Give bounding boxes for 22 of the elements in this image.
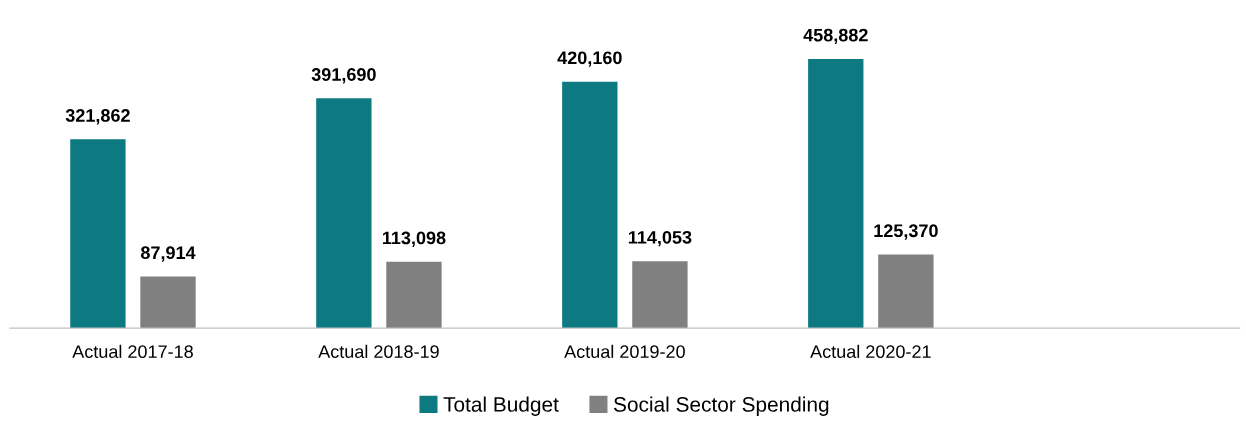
bar [140, 276, 196, 329]
data-label: 391,690 [311, 68, 376, 84]
x-tick-label: Actual 2017-18 [72, 344, 193, 359]
legend-label: Social Sector Spending [613, 396, 829, 416]
data-label: 113,098 [382, 231, 446, 247]
x-tick-label: Actual 2019-20 [564, 344, 685, 359]
bar [562, 81, 618, 329]
legend-label: Total Budget [443, 396, 559, 416]
x-tick-label: Actual 2018-19 [318, 344, 439, 359]
data-label: 420,160 [557, 51, 622, 67]
bar [632, 261, 688, 329]
data-label: 114,053 [628, 230, 692, 247]
x-tick-label: Actual 2020-21 [810, 344, 931, 359]
bar [70, 139, 126, 329]
data-label: 458,882 [803, 28, 868, 45]
data-label: 321,862 [65, 109, 130, 125]
bar [316, 98, 372, 329]
data-label: 125,370 [874, 224, 938, 240]
data-label: 87,914 [140, 246, 196, 262]
bar [386, 261, 442, 329]
bar [808, 58, 864, 329]
bar [878, 254, 934, 329]
